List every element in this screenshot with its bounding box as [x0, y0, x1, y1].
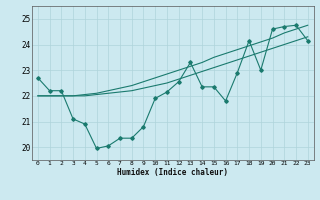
X-axis label: Humidex (Indice chaleur): Humidex (Indice chaleur) — [117, 168, 228, 177]
